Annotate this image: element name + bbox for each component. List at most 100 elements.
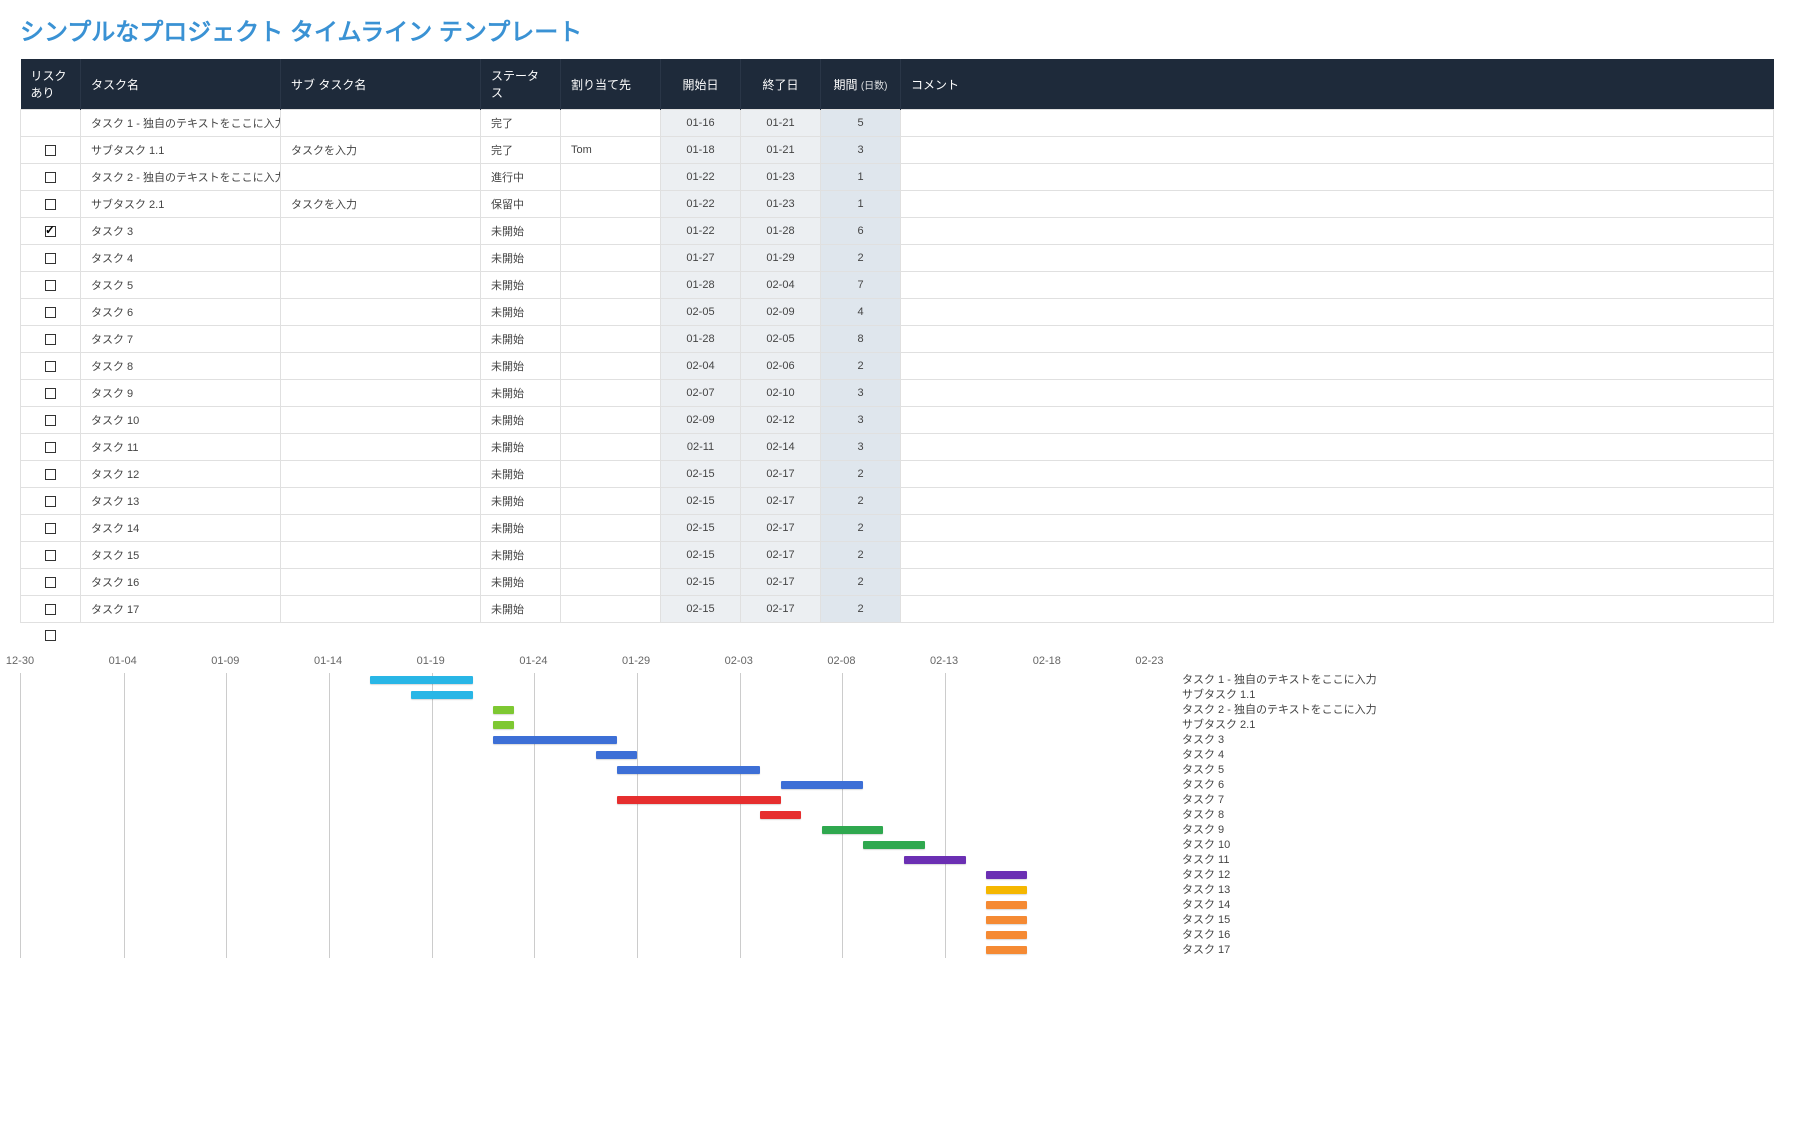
status-cell[interactable]: 未開始 bbox=[481, 299, 561, 326]
end-date-cell[interactable]: 01-28 bbox=[741, 218, 821, 245]
risk-cell[interactable] bbox=[21, 137, 81, 164]
end-date-cell[interactable]: 02-06 bbox=[741, 353, 821, 380]
start-date-cell[interactable]: 02-15 bbox=[661, 488, 741, 515]
assignee-cell[interactable] bbox=[561, 542, 661, 569]
duration-cell[interactable]: 2 bbox=[821, 353, 901, 380]
risk-checkbox[interactable] bbox=[45, 442, 56, 453]
subtask-cell[interactable] bbox=[281, 353, 481, 380]
status-cell[interactable]: 未開始 bbox=[481, 353, 561, 380]
assignee-cell[interactable] bbox=[561, 245, 661, 272]
risk-checkbox[interactable] bbox=[45, 226, 56, 237]
duration-cell[interactable]: 2 bbox=[821, 596, 901, 623]
end-date-cell[interactable]: 02-14 bbox=[741, 434, 821, 461]
subtask-cell[interactable] bbox=[281, 380, 481, 407]
duration-cell[interactable]: 1 bbox=[821, 191, 901, 218]
task-name-cell[interactable]: タスク 11 bbox=[81, 434, 281, 461]
start-date-cell[interactable]: 02-07 bbox=[661, 380, 741, 407]
risk-cell[interactable] bbox=[21, 515, 81, 542]
duration-cell[interactable]: 2 bbox=[821, 245, 901, 272]
gantt-bar[interactable] bbox=[370, 676, 473, 684]
comment-cell[interactable] bbox=[901, 542, 1774, 569]
task-name-cell[interactable]: タスク 4 bbox=[81, 245, 281, 272]
comment-cell[interactable] bbox=[901, 110, 1774, 137]
risk-checkbox[interactable] bbox=[45, 415, 56, 426]
comment-cell[interactable] bbox=[901, 569, 1774, 596]
comment-cell[interactable] bbox=[901, 218, 1774, 245]
risk-cell[interactable] bbox=[21, 299, 81, 326]
assignee-cell[interactable] bbox=[561, 434, 661, 461]
task-name-cell[interactable]: サブタスク 1.1 bbox=[81, 137, 281, 164]
gantt-bar[interactable] bbox=[617, 796, 781, 804]
duration-cell[interactable]: 2 bbox=[821, 569, 901, 596]
start-date-cell[interactable]: 02-15 bbox=[661, 461, 741, 488]
start-date-cell[interactable]: 02-15 bbox=[661, 515, 741, 542]
table-row[interactable]: タスク 7未開始01-2802-058 bbox=[21, 326, 1774, 353]
gantt-bar[interactable] bbox=[863, 841, 925, 849]
task-name-cell[interactable]: タスク 10 bbox=[81, 407, 281, 434]
comment-cell[interactable] bbox=[901, 164, 1774, 191]
assignee-cell[interactable] bbox=[561, 488, 661, 515]
start-date-cell[interactable]: 01-18 bbox=[661, 137, 741, 164]
comment-cell[interactable] bbox=[901, 407, 1774, 434]
risk-checkbox[interactable] bbox=[45, 577, 56, 588]
risk-checkbox[interactable] bbox=[45, 361, 56, 372]
subtask-cell[interactable] bbox=[281, 299, 481, 326]
table-row[interactable]: サブタスク 1.1タスクを入力完了Tom01-1801-213 bbox=[21, 137, 1774, 164]
duration-cell[interactable]: 4 bbox=[821, 299, 901, 326]
table-row[interactable]: タスク 13未開始02-1502-172 bbox=[21, 488, 1774, 515]
task-name-cell[interactable]: タスク 9 bbox=[81, 380, 281, 407]
end-date-cell[interactable]: 01-23 bbox=[741, 164, 821, 191]
status-cell[interactable]: 未開始 bbox=[481, 488, 561, 515]
risk-cell[interactable] bbox=[21, 407, 81, 434]
status-cell[interactable]: 未開始 bbox=[481, 326, 561, 353]
gantt-bar[interactable] bbox=[781, 781, 863, 789]
end-date-cell[interactable]: 02-05 bbox=[741, 326, 821, 353]
risk-checkbox[interactable] bbox=[45, 469, 56, 480]
comment-cell[interactable] bbox=[901, 272, 1774, 299]
gantt-bar[interactable] bbox=[411, 691, 473, 699]
task-name-cell[interactable]: タスク 16 bbox=[81, 569, 281, 596]
risk-cell[interactable] bbox=[21, 380, 81, 407]
duration-cell[interactable]: 2 bbox=[821, 515, 901, 542]
subtask-cell[interactable] bbox=[281, 569, 481, 596]
task-name-cell[interactable]: サブタスク 2.1 bbox=[81, 191, 281, 218]
risk-cell[interactable] bbox=[21, 326, 81, 353]
table-row[interactable]: タスク 3未開始01-2201-286 bbox=[21, 218, 1774, 245]
end-date-cell[interactable]: 02-17 bbox=[741, 542, 821, 569]
status-cell[interactable]: 完了 bbox=[481, 137, 561, 164]
assignee-cell[interactable]: Tom bbox=[561, 137, 661, 164]
assignee-cell[interactable] bbox=[561, 407, 661, 434]
subtask-cell[interactable] bbox=[281, 461, 481, 488]
risk-cell[interactable] bbox=[21, 353, 81, 380]
subtask-cell[interactable] bbox=[281, 596, 481, 623]
status-cell[interactable]: 未開始 bbox=[481, 434, 561, 461]
risk-checkbox[interactable] bbox=[45, 630, 56, 641]
risk-checkbox[interactable] bbox=[45, 199, 56, 210]
task-name-cell[interactable]: タスク 6 bbox=[81, 299, 281, 326]
comment-cell[interactable] bbox=[901, 353, 1774, 380]
comment-cell[interactable] bbox=[901, 245, 1774, 272]
assignee-cell[interactable] bbox=[561, 218, 661, 245]
duration-cell[interactable]: 2 bbox=[821, 461, 901, 488]
status-cell[interactable]: 未開始 bbox=[481, 569, 561, 596]
status-cell[interactable]: 未開始 bbox=[481, 515, 561, 542]
end-date-cell[interactable]: 02-04 bbox=[741, 272, 821, 299]
gantt-bar[interactable] bbox=[986, 901, 1027, 909]
assignee-cell[interactable] bbox=[561, 272, 661, 299]
comment-cell[interactable] bbox=[901, 137, 1774, 164]
table-row[interactable]: タスク 11未開始02-1102-143 bbox=[21, 434, 1774, 461]
status-cell[interactable]: 未開始 bbox=[481, 272, 561, 299]
start-date-cell[interactable]: 02-15 bbox=[661, 596, 741, 623]
gantt-bar[interactable] bbox=[760, 811, 801, 819]
start-date-cell[interactable]: 02-09 bbox=[661, 407, 741, 434]
status-cell[interactable]: 未開始 bbox=[481, 407, 561, 434]
start-date-cell[interactable]: 02-15 bbox=[661, 542, 741, 569]
start-date-cell[interactable]: 01-22 bbox=[661, 218, 741, 245]
comment-cell[interactable] bbox=[901, 380, 1774, 407]
assignee-cell[interactable] bbox=[561, 191, 661, 218]
subtask-cell[interactable] bbox=[281, 218, 481, 245]
task-name-cell[interactable]: タスク 5 bbox=[81, 272, 281, 299]
risk-checkbox[interactable] bbox=[45, 523, 56, 534]
risk-cell[interactable] bbox=[21, 110, 81, 137]
risk-cell[interactable] bbox=[21, 218, 81, 245]
